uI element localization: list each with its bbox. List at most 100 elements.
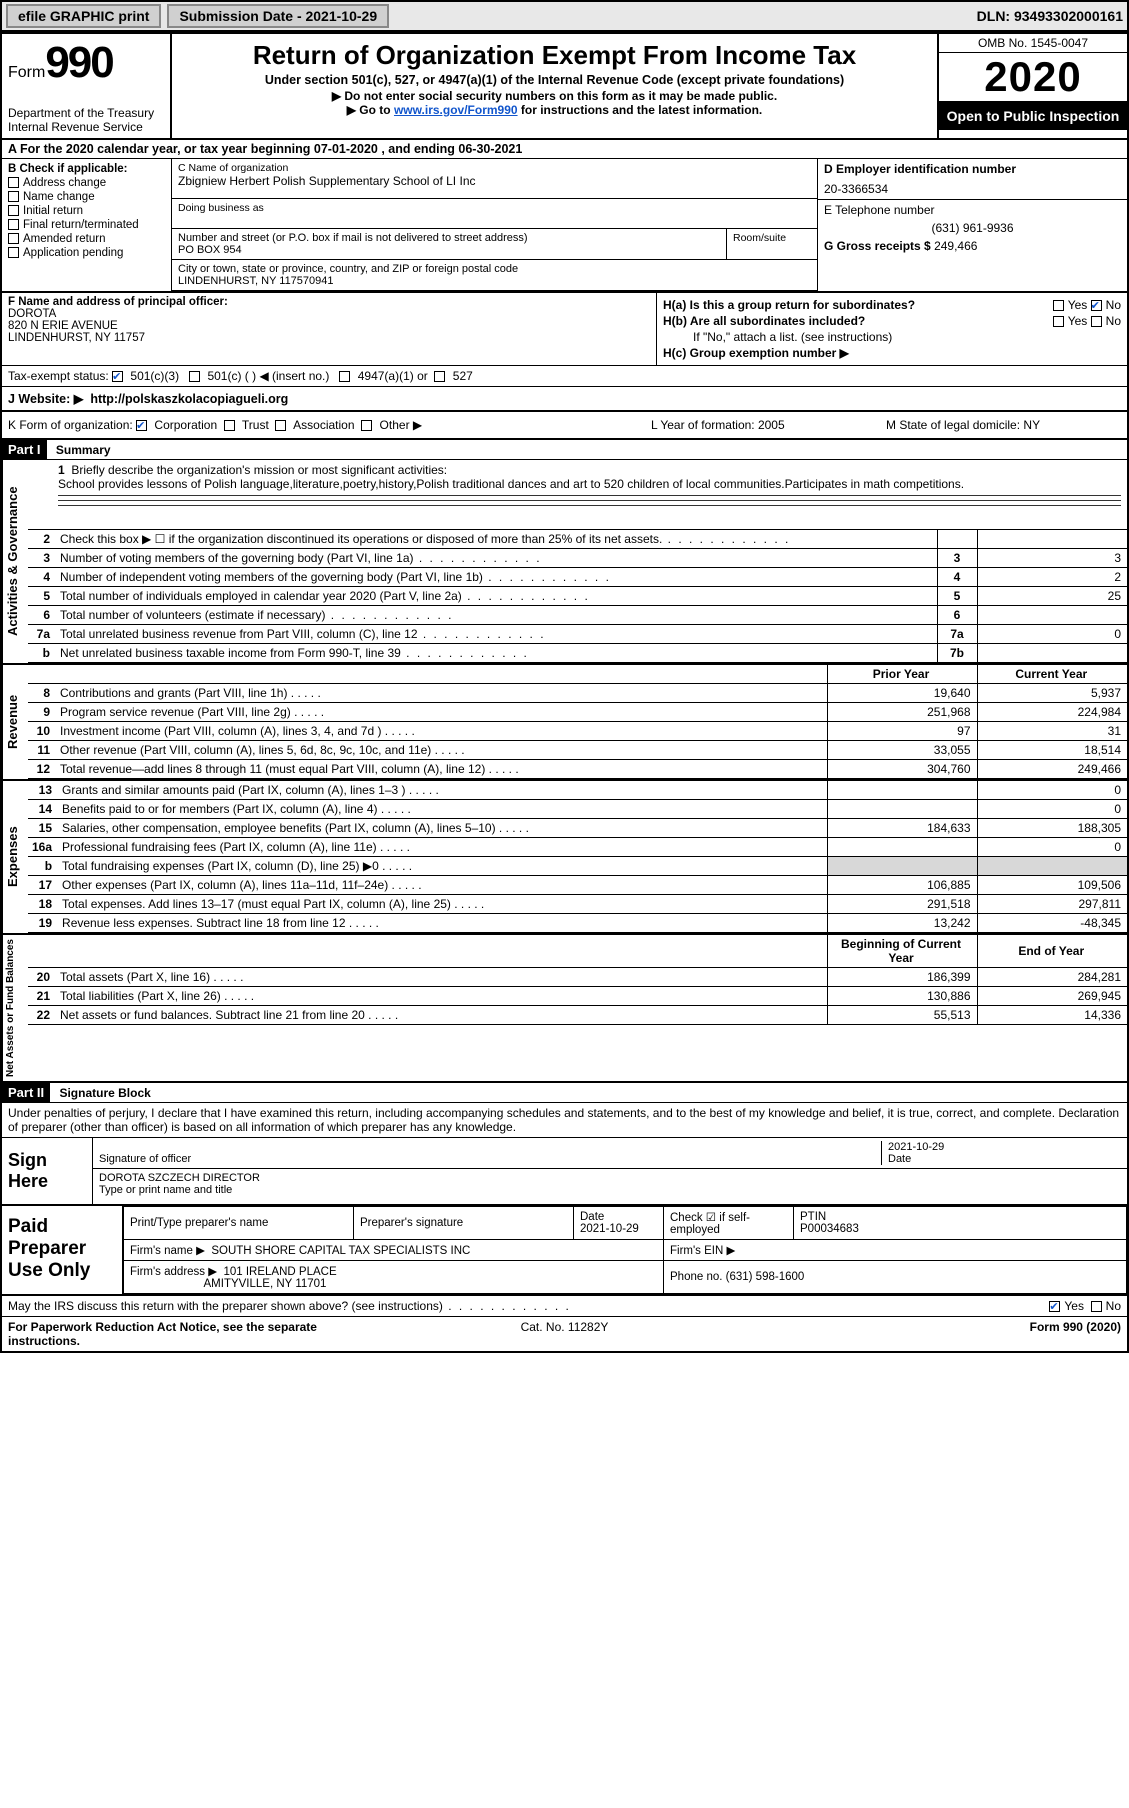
- checkbox-icon[interactable]: [112, 371, 123, 382]
- 527: 527: [453, 369, 473, 383]
- side-net-assets: Net Assets or Fund Balances: [2, 935, 28, 1081]
- city-label: City or town, state or province, country…: [178, 263, 518, 275]
- yes-label: Yes: [1068, 314, 1088, 328]
- website-row: J Website: ▶ http://polskaszkolacopiague…: [2, 387, 1127, 412]
- firm-name-label: Firm's name ▶: [130, 1245, 205, 1257]
- form-number: 990: [45, 38, 112, 87]
- revenue-table: Prior YearCurrent Year8Contributions and…: [28, 665, 1127, 779]
- officer-addr1: 820 N ERIE AVENUE: [8, 320, 650, 332]
- chk-name: Name change: [23, 191, 95, 203]
- sig-date-label: Date: [888, 1153, 911, 1165]
- k-label: K Form of organization:: [8, 418, 133, 432]
- checkbox-icon[interactable]: [8, 191, 19, 202]
- dln-label: DLN: 93493302000161: [977, 8, 1123, 24]
- form-year-block: OMB No. 1545-0047 2020 Open to Public In…: [937, 34, 1127, 138]
- checkbox-icon[interactable]: [8, 233, 19, 244]
- firm-addr1: 101 IRELAND PLACE: [223, 1266, 336, 1278]
- sig-officer-label: Signature of officer: [99, 1153, 191, 1165]
- firm-addr-label: Firm's address ▶: [130, 1266, 217, 1278]
- efile-button[interactable]: efile GRAPHIC print: [6, 4, 161, 28]
- discuss-label: May the IRS discuss this return with the…: [8, 1299, 571, 1313]
- checkbox-icon[interactable]: [1049, 1301, 1060, 1312]
- form-subtitle-1: Under section 501(c), 527, or 4947(a)(1)…: [180, 73, 929, 87]
- submission-date-button[interactable]: Submission Date - 2021-10-29: [167, 4, 389, 28]
- k-corp: Corporation: [154, 418, 217, 432]
- checkbox-icon[interactable]: [1053, 316, 1064, 327]
- checkbox-icon[interactable]: [1091, 316, 1102, 327]
- checkbox-icon[interactable]: [189, 371, 200, 382]
- tax-status-row: Tax-exempt status: 501(c)(3) 501(c) ( ) …: [2, 366, 1127, 387]
- 501c3: 501(c)(3): [130, 369, 179, 383]
- dept-label: Department of the Treasury: [8, 106, 164, 120]
- chk-pending: Application pending: [23, 247, 123, 259]
- ptin-label: PTIN: [800, 1211, 826, 1223]
- name-title-label: Type or print name and title: [99, 1184, 232, 1196]
- chk-initial: Initial return: [23, 205, 83, 217]
- chk-final: Final return/terminated: [23, 219, 139, 231]
- org-form-row: K Form of organization: Corporation Trus…: [2, 412, 1127, 440]
- form-title-block: Return of Organization Exempt From Incom…: [172, 34, 937, 138]
- part-2-header: Part II Signature Block: [2, 1083, 1127, 1103]
- gross-receipts: 249,466: [934, 239, 977, 253]
- footer-mid: Cat. No. 11282Y: [379, 1320, 750, 1348]
- chk-address: Address change: [23, 177, 106, 189]
- form-header: Form990 Department of the Treasury Inter…: [2, 34, 1127, 140]
- checkbox-icon[interactable]: [8, 205, 19, 216]
- preparer-name-label: Print/Type preparer's name: [124, 1207, 354, 1240]
- yes-label: Yes: [1064, 1299, 1084, 1313]
- b-label: B Check if applicable:: [8, 163, 165, 175]
- open-public-label: Open to Public Inspection: [939, 102, 1127, 130]
- checkbox-icon[interactable]: [136, 420, 147, 431]
- officer-name: DOROTA: [8, 308, 650, 320]
- c-label: C Name of organization: [178, 162, 811, 174]
- penalty-text: Under penalties of perjury, I declare th…: [2, 1103, 1127, 1138]
- prep-date: 2021-10-29: [580, 1223, 639, 1235]
- firm-name: SOUTH SHORE CAPITAL TAX SPECIALISTS INC: [211, 1245, 470, 1257]
- side-governance: Activities & Governance: [2, 460, 28, 663]
- addr-label: Number and street (or P.O. box if mail i…: [178, 232, 528, 244]
- irs-label: Internal Revenue Service: [8, 120, 164, 134]
- firm-addr2: AMITYVILLE, NY 11701: [204, 1278, 327, 1290]
- irs-link[interactable]: www.irs.gov/Form990: [394, 103, 518, 117]
- entity-block: B Check if applicable: Address change Na…: [2, 159, 1127, 293]
- checkbox-icon[interactable]: [8, 219, 19, 230]
- no-label: No: [1106, 298, 1121, 312]
- firm-phone: (631) 598-1600: [726, 1271, 805, 1283]
- prep-date-label: Date: [580, 1211, 604, 1223]
- ha-label: H(a) Is this a group return for subordin…: [663, 298, 915, 312]
- part-1-header: Part I Summary: [2, 440, 1127, 460]
- checkbox-icon[interactable]: [434, 371, 445, 382]
- form-container: Form990 Department of the Treasury Inter…: [0, 32, 1129, 1353]
- omb-label: OMB No. 1545-0047: [939, 34, 1127, 53]
- side-expenses: Expenses: [2, 781, 28, 933]
- line-1-num: 1: [58, 463, 65, 477]
- self-employed-label: Check ☑ if self-employed: [664, 1207, 794, 1240]
- phone-value: (631) 961-9936: [824, 221, 1121, 235]
- net-assets-table: Beginning of Current YearEnd of Year20To…: [28, 935, 1127, 1025]
- form-subtitle-2: ▶ Do not enter social security numbers o…: [180, 89, 929, 103]
- officer-printed-name: DOROTA SZCZECH DIRECTOR: [99, 1172, 260, 1184]
- org-name: Zbigniew Herbert Polish Supplementary Sc…: [178, 174, 811, 188]
- expenses-table: 13Grants and similar amounts paid (Part …: [28, 781, 1127, 933]
- footer: For Paperwork Reduction Act Notice, see …: [2, 1317, 1127, 1351]
- g-label: G Gross receipts $: [824, 239, 931, 253]
- checkbox-icon[interactable]: [8, 247, 19, 258]
- checkbox-icon[interactable]: [275, 420, 286, 431]
- no-label: No: [1106, 314, 1121, 328]
- checkbox-icon[interactable]: [224, 420, 235, 431]
- name-address-block: C Name of organization Zbigniew Herbert …: [172, 159, 1127, 291]
- dba-label: Doing business as: [172, 199, 817, 229]
- firm-ein-label: Firm's EIN ▶: [664, 1240, 1127, 1261]
- j-label: J Website: ▶: [8, 392, 83, 406]
- k-other: Other ▶: [380, 418, 423, 432]
- checkbox-icon[interactable]: [361, 420, 372, 431]
- checkbox-icon[interactable]: [1053, 300, 1064, 311]
- firm-phone-label: Phone no.: [670, 1271, 722, 1283]
- checkbox-icon[interactable]: [1091, 300, 1102, 311]
- row-a-tax-year: A For the 2020 calendar year, or tax yea…: [2, 140, 1127, 159]
- checkbox-icon[interactable]: [8, 177, 19, 188]
- checkbox-icon[interactable]: [339, 371, 350, 382]
- m-state: M State of legal domicile: NY: [886, 418, 1121, 432]
- officer-addr2: LINDENHURST, NY 11757: [8, 332, 650, 344]
- checkbox-icon[interactable]: [1091, 1301, 1102, 1312]
